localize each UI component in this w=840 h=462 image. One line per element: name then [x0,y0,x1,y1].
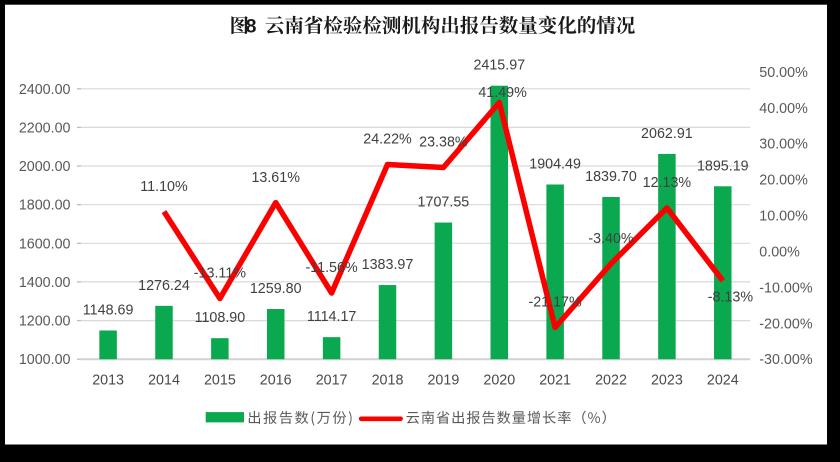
svg-text:1400.00: 1400.00 [19,275,71,291]
svg-text:1148.69: 1148.69 [83,303,134,319]
svg-text:-30.00%: -30.00% [759,352,813,368]
svg-text:12.13%: 12.13% [643,175,692,191]
svg-text:2415.97: 2415.97 [473,58,525,74]
svg-text:1114.17: 1114.17 [307,309,357,325]
svg-text:20.00%: 20.00% [759,173,808,189]
svg-text:24.22%: 24.22% [363,132,412,148]
svg-text:1800.00: 1800.00 [19,198,71,214]
svg-text:2020: 2020 [483,373,515,389]
svg-text:2018: 2018 [372,373,404,389]
svg-text:2024: 2024 [707,373,739,389]
svg-text:2016: 2016 [260,373,292,389]
svg-text:1000.00: 1000.00 [19,352,71,368]
svg-text:-3.40%: -3.40% [588,231,634,247]
svg-text:1276.24: 1276.24 [138,278,190,294]
svg-text:-10.00%: -10.00% [759,280,813,296]
svg-text:1895.19: 1895.19 [697,158,749,174]
svg-text:13.61%: 13.61% [251,170,300,186]
svg-text:-20.00%: -20.00% [759,316,813,332]
svg-text:2023: 2023 [651,373,683,389]
svg-text:2062.91: 2062.91 [641,126,693,142]
svg-text:1904.49: 1904.49 [529,157,581,173]
svg-text:2200.00: 2200.00 [19,120,71,136]
svg-text:1707.55: 1707.55 [418,195,470,211]
svg-text:2014: 2014 [148,373,180,389]
svg-text:1259.80: 1259.80 [250,281,302,297]
svg-text:1600.00: 1600.00 [19,236,71,252]
svg-text:1200.00: 1200.00 [19,314,71,330]
svg-text:-8.13%: -8.13% [708,290,754,306]
svg-text:2000.00: 2000.00 [19,159,71,175]
svg-text:41.49%: 41.49% [478,85,527,101]
svg-text:50.00%: 50.00% [759,65,808,81]
svg-text:2400.00: 2400.00 [19,82,71,98]
svg-text:1383.97: 1383.97 [362,257,414,273]
svg-text:8: 8 [246,15,257,37]
svg-text:-11.56%: -11.56% [305,260,357,276]
svg-text:2022: 2022 [595,373,627,389]
svg-text:0.00%: 0.00% [759,245,800,261]
svg-text:2013: 2013 [92,373,124,389]
svg-text:-21.17%: -21.17% [528,295,582,311]
svg-text:10.00%: 10.00% [759,209,808,225]
svg-text:23.38%: 23.38% [419,135,468,151]
svg-text:-13.11%: -13.11% [194,266,246,282]
svg-text:40.00%: 40.00% [759,101,808,117]
svg-text:1108.90: 1108.90 [195,310,246,326]
svg-text:11.10%: 11.10% [140,179,188,195]
svg-text:30.00%: 30.00% [759,137,808,153]
svg-text:2015: 2015 [204,373,236,389]
svg-text:2019: 2019 [427,373,459,389]
svg-text:2017: 2017 [316,373,348,389]
svg-text:1839.70: 1839.70 [585,169,637,185]
svg-text:2021: 2021 [539,373,571,389]
